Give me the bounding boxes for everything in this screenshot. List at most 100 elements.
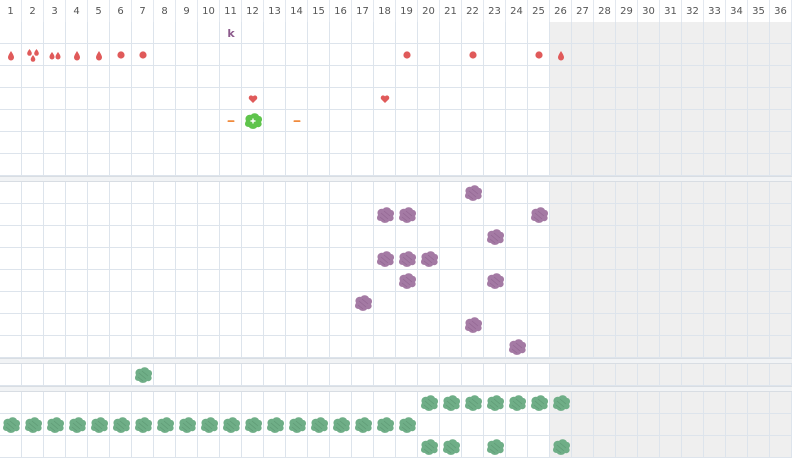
grid-cell[interactable] — [132, 110, 154, 132]
grid-cell[interactable] — [462, 132, 484, 154]
grid-cell[interactable] — [418, 204, 440, 226]
grid-cell[interactable] — [66, 392, 88, 414]
grid-cell[interactable] — [66, 314, 88, 336]
grid-cell[interactable] — [22, 44, 44, 66]
grid-cell[interactable] — [594, 154, 616, 176]
grid-cell[interactable] — [748, 44, 770, 66]
grid-cell[interactable] — [704, 314, 726, 336]
grid-cell[interactable] — [748, 270, 770, 292]
grid-cell[interactable] — [374, 132, 396, 154]
grid-cell[interactable] — [506, 22, 528, 44]
grid-cell[interactable] — [396, 88, 418, 110]
grid-cell[interactable] — [374, 248, 396, 270]
grid-cell[interactable] — [176, 270, 198, 292]
grid-cell[interactable] — [682, 182, 704, 204]
grid-cell[interactable] — [132, 226, 154, 248]
grid-cell[interactable] — [220, 392, 242, 414]
grid-cell[interactable] — [330, 44, 352, 66]
grid-cell[interactable] — [396, 44, 418, 66]
grid-cell[interactable] — [44, 292, 66, 314]
grid-cell[interactable] — [110, 414, 132, 436]
grid-cell[interactable] — [154, 22, 176, 44]
grid-cell[interactable] — [484, 22, 506, 44]
grid-cell[interactable] — [330, 226, 352, 248]
grid-cell[interactable] — [264, 414, 286, 436]
grid-cell[interactable] — [242, 132, 264, 154]
grid-cell[interactable] — [286, 292, 308, 314]
grid-cell[interactable] — [572, 226, 594, 248]
grid-cell[interactable] — [154, 314, 176, 336]
grid-cell[interactable] — [572, 292, 594, 314]
grid-cell[interactable] — [484, 44, 506, 66]
grid-cell[interactable] — [770, 414, 792, 436]
grid-cell[interactable] — [704, 154, 726, 176]
grid-cell[interactable] — [462, 22, 484, 44]
grid-cell[interactable] — [396, 226, 418, 248]
grid-cell[interactable] — [638, 414, 660, 436]
grid-cell[interactable] — [286, 270, 308, 292]
grid-cell[interactable] — [44, 110, 66, 132]
grid-cell[interactable] — [770, 292, 792, 314]
grid-cell[interactable] — [44, 88, 66, 110]
grid-cell[interactable] — [572, 132, 594, 154]
grid-cell[interactable] — [704, 226, 726, 248]
grid-cell[interactable] — [528, 364, 550, 386]
grid-cell[interactable] — [242, 66, 264, 88]
grid-cell[interactable] — [550, 248, 572, 270]
grid-cell[interactable] — [616, 414, 638, 436]
grid-cell[interactable] — [176, 226, 198, 248]
grid-cell[interactable] — [726, 292, 748, 314]
grid-cell[interactable] — [220, 154, 242, 176]
grid-cell[interactable] — [748, 22, 770, 44]
grid-cell[interactable] — [374, 292, 396, 314]
grid-cell[interactable] — [286, 44, 308, 66]
grid-cell[interactable] — [704, 132, 726, 154]
grid-cell[interactable] — [176, 88, 198, 110]
grid-cell[interactable] — [330, 66, 352, 88]
grid-cell[interactable] — [88, 132, 110, 154]
grid-cell[interactable] — [0, 66, 22, 88]
grid-cell[interactable] — [154, 270, 176, 292]
grid-cell[interactable] — [198, 292, 220, 314]
grid-cell[interactable] — [88, 314, 110, 336]
grid-cell[interactable] — [572, 182, 594, 204]
grid-cell[interactable] — [242, 364, 264, 386]
grid-cell[interactable] — [418, 436, 440, 458]
grid-cell[interactable] — [770, 270, 792, 292]
grid-cell[interactable] — [594, 270, 616, 292]
grid-cell[interactable] — [220, 88, 242, 110]
grid-cell[interactable] — [748, 392, 770, 414]
grid-cell[interactable] — [308, 392, 330, 414]
grid-cell[interactable] — [572, 66, 594, 88]
grid-cell[interactable] — [220, 182, 242, 204]
grid-cell[interactable] — [66, 44, 88, 66]
grid-cell[interactable] — [242, 314, 264, 336]
grid-cell[interactable] — [528, 414, 550, 436]
grid-cell[interactable] — [550, 364, 572, 386]
grid-cell[interactable] — [660, 392, 682, 414]
grid-cell[interactable] — [418, 88, 440, 110]
grid-cell[interactable] — [44, 66, 66, 88]
grid-cell[interactable] — [374, 44, 396, 66]
grid-cell[interactable] — [132, 204, 154, 226]
grid-cell[interactable] — [22, 182, 44, 204]
grid-cell[interactable] — [396, 314, 418, 336]
grid-cell[interactable] — [770, 182, 792, 204]
grid-cell[interactable] — [22, 414, 44, 436]
grid-cell[interactable] — [616, 132, 638, 154]
grid-cell[interactable] — [374, 204, 396, 226]
grid-cell[interactable] — [440, 436, 462, 458]
grid-cell[interactable] — [682, 22, 704, 44]
grid-cell[interactable] — [286, 226, 308, 248]
grid-cell[interactable] — [132, 22, 154, 44]
grid-cell[interactable] — [88, 154, 110, 176]
grid-cell[interactable] — [110, 314, 132, 336]
grid-cell[interactable] — [682, 436, 704, 458]
grid-cell[interactable] — [770, 66, 792, 88]
grid-cell[interactable] — [748, 88, 770, 110]
grid-cell[interactable] — [374, 364, 396, 386]
grid-cell[interactable] — [726, 436, 748, 458]
grid-cell[interactable] — [440, 392, 462, 414]
grid-cell[interactable] — [748, 154, 770, 176]
grid-cell[interactable] — [726, 364, 748, 386]
